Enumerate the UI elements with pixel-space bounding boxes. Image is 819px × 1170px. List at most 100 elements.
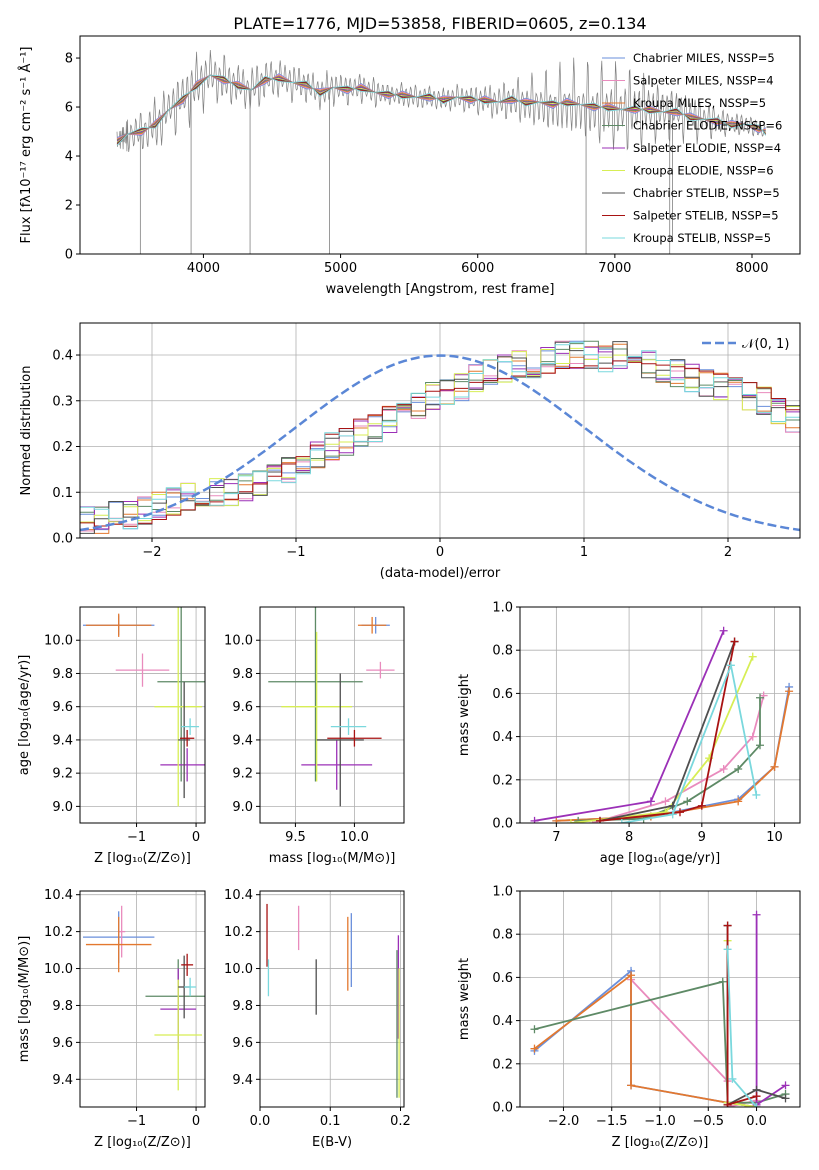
legend-label: 𝒩(0, 1) — [742, 337, 789, 352]
x-tick-label: 5000 — [324, 261, 357, 276]
mass-weight-marker — [719, 626, 728, 635]
y-tick-label: 9.6 — [232, 1036, 253, 1051]
legend-label: Kroupa STELIB, NSSP=5 — [633, 231, 771, 245]
spectrum-lines — [116, 49, 767, 254]
legend-label: Kroupa ELODIE, NSSP=6 — [633, 164, 774, 178]
x-tick-label: 0.0 — [250, 1114, 271, 1129]
mass-weight-marker — [748, 652, 757, 661]
y-axis-label: mass [log₁₀(M/M⊙)] — [17, 936, 32, 1063]
mass-weight-marker — [574, 816, 583, 823]
mass-weight-marker — [668, 810, 677, 819]
y-tick-label: 9.8 — [52, 999, 73, 1014]
y-axis-label: age [log₁₀(age/yr)] — [17, 655, 32, 776]
mass-weight-marker — [752, 1092, 761, 1101]
spectrum-panel: 4000 5000 6000 7000 8000 0 2 4 6 8 wavelength [Ang… — [18, 35, 801, 297]
x-tick-label: −1 — [127, 830, 146, 845]
y-tick-label: 0.4 — [492, 730, 513, 745]
legend-label: Chabrier STELIB, NSSP=5 — [633, 186, 780, 200]
y-tick-label: 10.4 — [224, 888, 253, 903]
axes-frame — [519, 606, 801, 824]
mass-weight-marker — [530, 1044, 539, 1053]
spectrum-legend: Chabrier MILES, NSSP=5 Salpeter MILES, NS… — [602, 51, 782, 245]
x-axis-label: E(B-V) — [312, 1135, 352, 1150]
x-tick-label: 7000 — [598, 261, 631, 276]
y-tick-label: 0.0 — [492, 817, 513, 832]
residuals-panel: −2 −1 0 1 2 0.0 0.1 0.2 0.3 0.4 (data-model)/error… — [19, 322, 801, 581]
mass-weight-line — [556, 686, 790, 822]
mass-weight-marker — [530, 1025, 539, 1034]
mass-weight-line — [578, 697, 761, 822]
y-tick-label: 9.0 — [52, 800, 73, 815]
histogram-group — [80, 340, 800, 538]
mass-weight-marker — [723, 945, 732, 954]
age_vs_mass-panel: 9.5 10.0 9.0 9.2 9.4 9.6 9.8 10.0 mass [log₁₀(M/… — [224, 606, 405, 866]
mass-weight-marker — [719, 765, 728, 773]
y-axis-label: Normed distribution — [19, 366, 34, 496]
y-tick-label: 10.2 — [224, 925, 253, 940]
y-tick-label: 10.2 — [44, 925, 73, 940]
y-tick-label: 0.4 — [52, 349, 73, 364]
y-tick-label: 0.2 — [492, 773, 513, 788]
y-tick-label: 9.4 — [52, 733, 73, 748]
y-tick-label: 9.6 — [52, 1036, 73, 1051]
y-tick-label: 0 — [65, 248, 73, 263]
weight-lines — [530, 626, 794, 823]
x-axis-label: Z [log₁₀(Z/Z⊙)] — [612, 1135, 709, 1150]
y-tick-label: 10.0 — [224, 962, 253, 977]
mass-weight-line — [726, 949, 758, 1107]
x-tick-label: 0.1 — [320, 1114, 341, 1129]
legend-label: Chabrier ELODIE, NSSP=6 — [633, 119, 782, 133]
errorbar-group — [266, 903, 400, 1098]
residual-histogram — [80, 343, 800, 538]
mass-weight-marker — [752, 790, 761, 799]
y-tick-label: 1.0 — [492, 601, 513, 616]
mass-weight-marker — [723, 921, 732, 930]
mass-weight-marker — [627, 971, 636, 980]
axes-frame — [79, 606, 206, 824]
mass-weight-line — [599, 641, 736, 822]
figure-title: PLATE=1776, MJD=53858, FIBERID=0605, z=0… — [233, 14, 646, 33]
x-tick-label: 9 — [698, 830, 706, 845]
legend-label: Salpeter STELIB, NSSP=5 — [633, 209, 779, 223]
x-tick-label: −2 — [142, 545, 161, 560]
x-tick-label: 1 — [580, 545, 588, 560]
mass-weight-marker — [697, 801, 706, 810]
mass-weight-marker — [728, 1074, 737, 1083]
y-tick-label: 9.2 — [52, 767, 73, 782]
y-tick-label: 9.8 — [232, 999, 253, 1014]
y-tick-label: 10.0 — [224, 634, 253, 649]
axes-frame — [79, 890, 206, 1108]
mass-weight-marker — [676, 808, 684, 817]
residual-histogram — [80, 341, 800, 538]
x-tick-label: 0 — [192, 1114, 200, 1129]
mass_vs_ebv-panel: 0.0 0.1 0.2 9.4 9.6 9.8 10.0 10.2 10.4 E(B-V) — [224, 888, 411, 1150]
mass-weight-marker — [781, 1094, 790, 1103]
y-tick-label: 10.0 — [44, 962, 73, 977]
y-tick-label: 4 — [65, 150, 73, 165]
axes-frame — [259, 890, 405, 1108]
mass_weight_vs_age-panel: 7 8 9 10 0.0 0.2 0.4 0.6 0.8 1.0 age [log₁₀(age/yr… — [457, 601, 801, 866]
mass-weight-line — [755, 914, 787, 1107]
x-tick-label: 7 — [552, 830, 560, 845]
mass_weight_vs_Z-panel: −2.0 −1.5 −1.0 −0.5 0.0 0.0 0.2 0.4 0.6 0.8 1.0 Z [… — [457, 885, 801, 1150]
age_vs_Z-panel: −1 0 9.0 9.2 9.4 9.6 9.8 10.0 Z [log₁₀(Z/Z⊙)] age… — [17, 606, 206, 866]
y-tick-label: 9.6 — [52, 700, 73, 715]
y-tick-label: 9.0 — [232, 800, 253, 815]
model-spectrum-line — [116, 74, 767, 146]
normal-curve — [80, 354, 800, 532]
legend-label: Salpeter ELODIE, NSSP=4 — [633, 141, 781, 155]
mass-weight-marker — [596, 816, 604, 823]
y-tick-label: 0.2 — [492, 1057, 513, 1072]
x-axis-label: Z [log₁₀(Z/Z⊙)] — [94, 851, 191, 866]
y-tick-label: 0.2 — [52, 440, 73, 455]
y-tick-label: 0.8 — [492, 644, 513, 659]
residual-histogram — [80, 346, 800, 538]
legend-label: Kroupa MILES, NSSP=5 — [633, 96, 766, 110]
axes-frame — [259, 606, 405, 824]
y-tick-label: 0.6 — [492, 687, 513, 702]
mass-weight-marker — [566, 819, 575, 823]
y-tick-label: 10.4 — [44, 888, 73, 903]
legend-label: Chabrier MILES, NSSP=5 — [633, 51, 775, 65]
y-tick-label: 9.4 — [52, 1073, 73, 1088]
